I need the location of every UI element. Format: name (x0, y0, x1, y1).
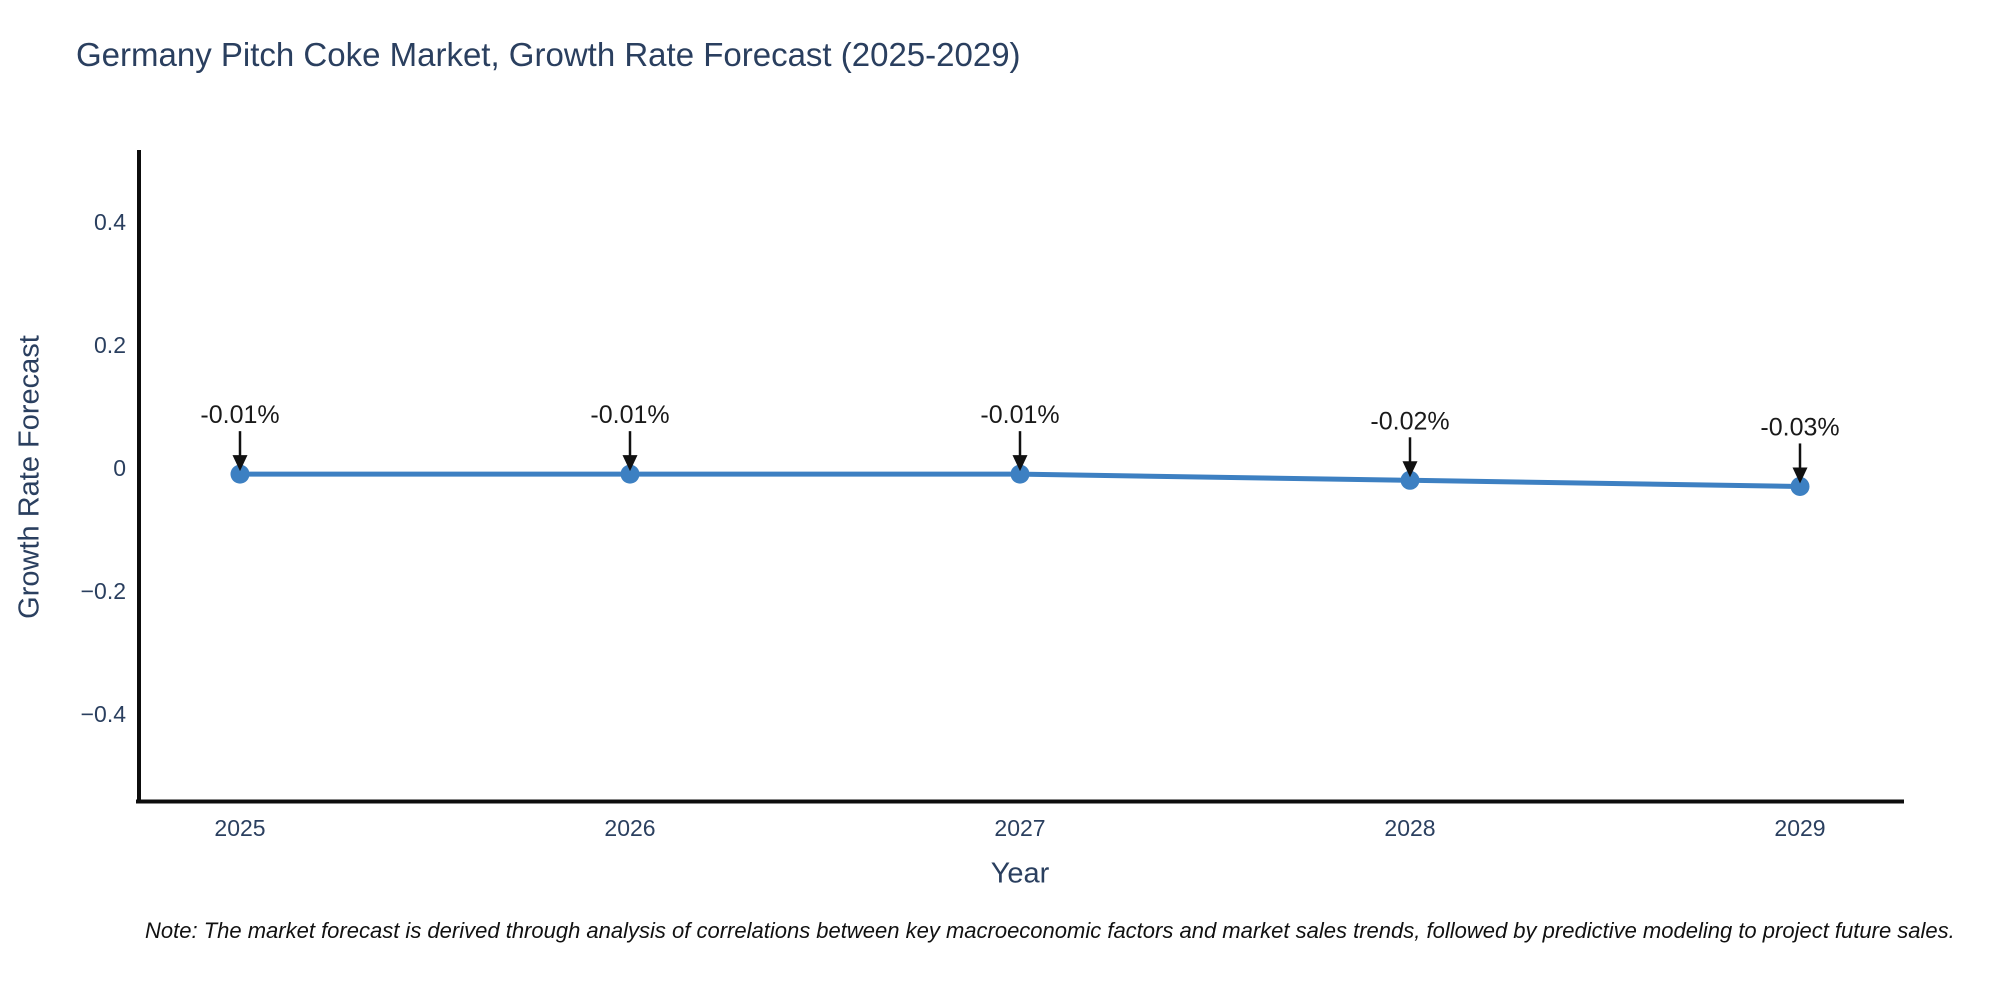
y-tick-label: 0 (113, 455, 126, 481)
y-tick-label: 0.4 (94, 209, 126, 235)
x-tick-label: 2025 (214, 815, 265, 841)
data-point-marker (230, 464, 250, 484)
data-point-marker (1790, 476, 1810, 496)
annotation-arrow-head (1792, 467, 1808, 484)
annotation-arrow-head (622, 455, 638, 472)
x-tick-label: 2027 (994, 815, 1045, 841)
point-value-label: -0.01% (200, 401, 279, 429)
annotation-arrow-head (232, 455, 248, 472)
point-value-label: -0.03% (1760, 413, 1839, 441)
y-axis-title: Growth Rate Forecast (13, 335, 46, 619)
chart-title: Germany Pitch Coke Market, Growth Rate F… (76, 36, 1021, 73)
x-axis-title: Year (990, 857, 1050, 890)
annotation-arrow-head (1012, 455, 1028, 472)
y-tick-label: −0.4 (81, 701, 127, 727)
x-tick-label: 2026 (604, 815, 655, 841)
point-value-label: -0.01% (980, 401, 1059, 429)
y-tick-label: 0.2 (94, 332, 126, 358)
data-point-marker (620, 464, 640, 484)
y-tick-label: −0.2 (81, 578, 126, 604)
annotation-arrow-head (1402, 461, 1418, 478)
x-tick-label: 2028 (1384, 815, 1435, 841)
data-point-marker (1010, 464, 1030, 484)
x-tick-label: 2029 (1774, 815, 1825, 841)
data-point-marker (1400, 470, 1420, 490)
point-value-label: -0.01% (590, 401, 669, 429)
footnote: Note: The market forecast is derived thr… (145, 918, 1955, 943)
point-value-label: -0.02% (1370, 407, 1449, 435)
